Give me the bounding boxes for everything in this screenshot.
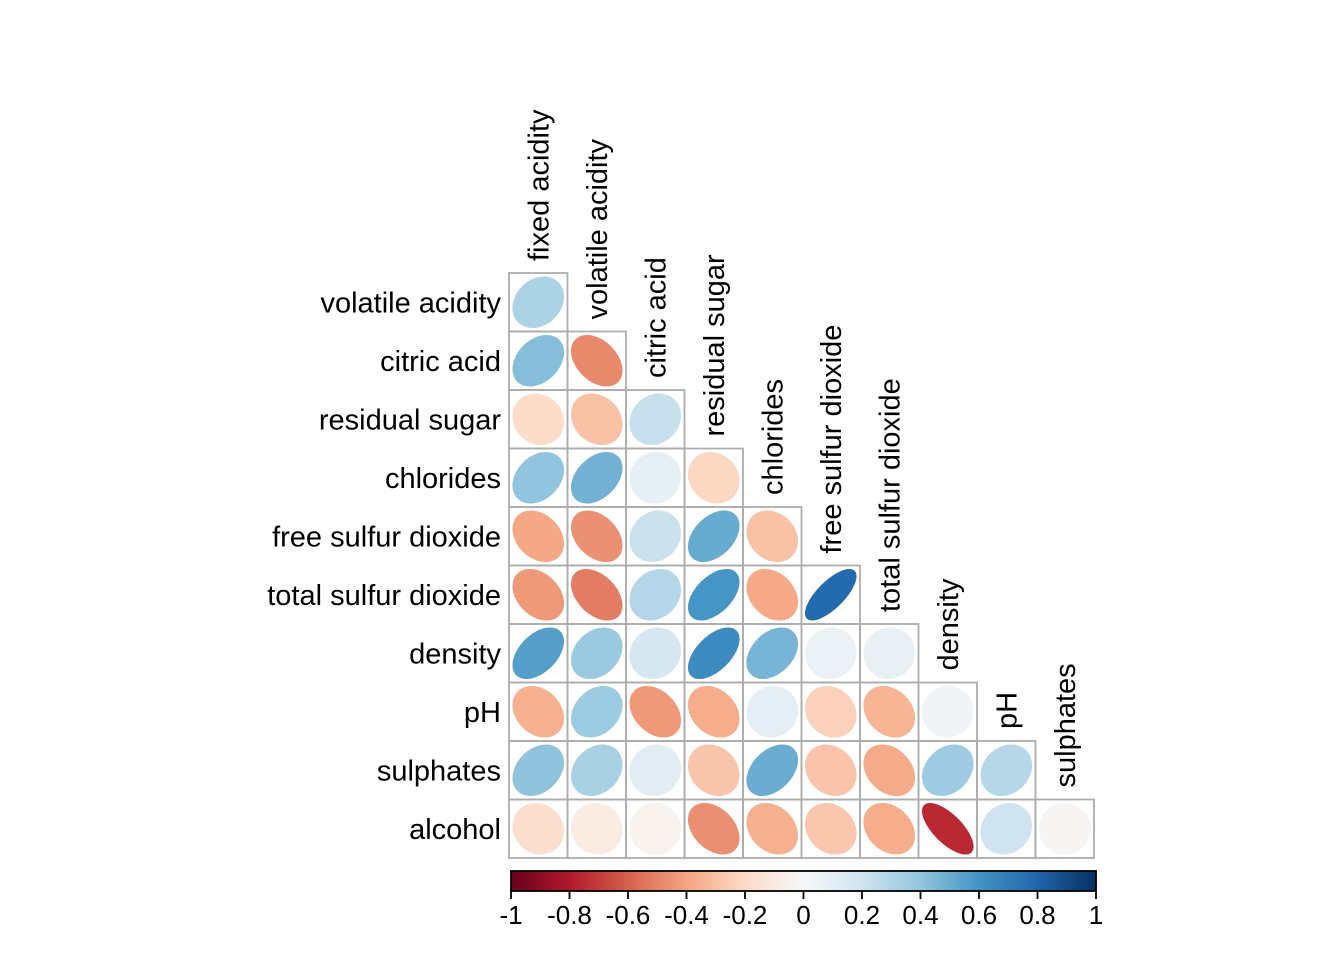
col-label-citric-acid: citric acid <box>640 257 672 378</box>
colorbar <box>510 870 1097 892</box>
correlation-ellipse-total-sulfur-dioxide-x-chlorides <box>746 568 799 621</box>
correlation-ellipse-alcohol-x-chlorides <box>746 802 799 855</box>
colorbar-tick-label-0.4: 0.4 <box>902 900 938 930</box>
col-label-chlorides: chlorides <box>757 379 789 495</box>
correlation-ellipse-total-sulfur-dioxide-x-fixed-acidity <box>512 568 565 621</box>
correlation-ellipse-pH-x-volatile-acidity <box>570 685 623 738</box>
correlation-ellipse-residual-sugar-x-fixed-acidity <box>512 393 565 446</box>
colorbar-tick-label--0.4: -0.4 <box>664 900 709 930</box>
row-label-citric-acid: citric acid <box>380 346 501 378</box>
correlation-ellipse-volatile-acidity-x-fixed-acidity <box>512 276 565 329</box>
correlation-ellipse-density-x-citric-acid <box>629 627 682 680</box>
correlation-ellipse-alcohol-x-sulphates <box>1038 802 1091 855</box>
row-label-density: density <box>409 638 501 670</box>
correlation-ellipse-sulphates-x-citric-acid <box>629 744 682 797</box>
correlation-ellipse-residual-sugar-x-citric-acid <box>629 393 682 446</box>
correlation-ellipse-sulphates-x-fixed-acidity <box>512 744 565 797</box>
colorbar-tick-label--0.6: -0.6 <box>606 900 651 930</box>
correlation-ellipse-density-x-residual-sugar <box>687 627 740 680</box>
correlation-ellipse-sulphates-x-total-sulfur-dioxide <box>863 744 916 797</box>
colorbar-tick-label--0.8: -0.8 <box>547 900 592 930</box>
correlation-ellipse-density-x-free-sulfur-dioxide <box>804 627 857 680</box>
correlation-ellipse-sulphates-x-density <box>921 744 974 797</box>
correlation-ellipse-total-sulfur-dioxide-x-volatile-acidity <box>570 568 623 621</box>
correlation-ellipse-citric-acid-x-volatile-acidity <box>570 334 623 387</box>
correlation-ellipse-free-sulfur-dioxide-x-fixed-acidity <box>512 510 565 563</box>
colorbar-tick-label-0: 0 <box>796 900 810 930</box>
correlation-ellipse-alcohol-x-citric-acid <box>629 802 682 855</box>
correlation-ellipse-citric-acid-x-fixed-acidity <box>512 334 565 387</box>
colorbar-tick-label-0.8: 0.8 <box>1019 900 1055 930</box>
correlation-ellipse-total-sulfur-dioxide-x-residual-sugar <box>687 568 740 621</box>
correlation-ellipse-chlorides-x-residual-sugar <box>687 451 740 504</box>
correlation-ellipse-sulphates-x-volatile-acidity <box>570 744 623 797</box>
correlation-ellipse-free-sulfur-dioxide-x-chlorides <box>746 510 799 563</box>
correlation-ellipse-pH-x-residual-sugar <box>687 685 740 738</box>
correlation-ellipse-total-sulfur-dioxide-x-free-sulfur-dioxide <box>804 568 857 621</box>
col-label-density: density <box>933 578 965 670</box>
corr-cell-border <box>1034 798 1095 859</box>
correlation-ellipse-pH-x-density <box>921 685 974 738</box>
correlation-ellipse-sulphates-x-residual-sugar <box>687 744 740 797</box>
correlation-ellipse-density-x-fixed-acidity <box>512 627 565 680</box>
colorbar-tick-label-0.2: 0.2 <box>844 900 880 930</box>
row-label-free-sulfur-dioxide: free sulfur dioxide <box>272 521 501 553</box>
correlation-ellipse-chlorides-x-citric-acid <box>629 451 682 504</box>
correlation-ellipse-alcohol-x-total-sulfur-dioxide <box>863 802 916 855</box>
correlation-ellipse-alcohol-x-residual-sugar <box>687 802 740 855</box>
correlation-ellipse-residual-sugar-x-volatile-acidity <box>570 393 623 446</box>
correlation-ellipse-chlorides-x-fixed-acidity <box>512 451 565 504</box>
correlation-ellipse-alcohol-x-density <box>921 802 974 855</box>
correlation-ellipse-alcohol-x-volatile-acidity <box>570 802 623 855</box>
col-label-fixed-acidity: fixed acidity <box>523 109 555 261</box>
row-label-sulphates: sulphates <box>377 755 501 787</box>
correlation-ellipse-chlorides-x-volatile-acidity <box>570 451 623 504</box>
correlation-ellipse-alcohol-x-free-sulfur-dioxide <box>804 802 857 855</box>
correlation-ellipse-sulphates-x-pH <box>980 744 1033 797</box>
correlation-ellipse-pH-x-total-sulfur-dioxide <box>863 685 916 738</box>
row-label-alcohol: alcohol <box>409 814 501 846</box>
col-label-free-sulfur-dioxide: free sulfur dioxide <box>816 325 848 554</box>
row-label-volatile-acidity: volatile acidity <box>320 287 501 319</box>
correlation-ellipse-sulphates-x-chlorides <box>746 744 799 797</box>
correlation-ellipse-free-sulfur-dioxide-x-citric-acid <box>629 510 682 563</box>
correlation-ellipse-density-x-total-sulfur-dioxide <box>863 627 916 680</box>
row-label-residual-sugar: residual sugar <box>319 404 501 436</box>
row-label-pH: pH <box>464 697 501 729</box>
correlation-ellipse-total-sulfur-dioxide-x-citric-acid <box>629 568 682 621</box>
correlation-ellipse-density-x-chlorides <box>746 627 799 680</box>
correlation-ellipse-alcohol-x-pH <box>980 802 1033 855</box>
row-label-chlorides: chlorides <box>385 463 501 495</box>
colorbar-tick-label--1: -1 <box>499 900 522 930</box>
correlation-ellipse-pH-x-fixed-acidity <box>512 685 565 738</box>
col-label-residual-sugar: residual sugar <box>699 254 731 436</box>
correlation-ellipse-pH-x-chlorides <box>746 685 799 738</box>
correlation-ellipse-pH-x-citric-acid <box>629 685 682 738</box>
col-label-pH: pH <box>991 692 1023 729</box>
col-label-volatile-acidity: volatile acidity <box>582 138 614 319</box>
correlation-ellipse-alcohol-x-fixed-acidity <box>512 802 565 855</box>
col-label-sulphates: sulphates <box>1050 663 1082 787</box>
colorbar-tick-label-0.6: 0.6 <box>961 900 997 930</box>
correlation-ellipse-free-sulfur-dioxide-x-residual-sugar <box>687 510 740 563</box>
col-label-total-sulfur-dioxide: total sulfur dioxide <box>874 378 906 612</box>
colorbar-tick-label-1: 1 <box>1089 900 1103 930</box>
row-label-total-sulfur-dioxide: total sulfur dioxide <box>267 580 501 612</box>
correlation-ellipse-density-x-volatile-acidity <box>570 627 623 680</box>
correlation-ellipse-pH-x-free-sulfur-dioxide <box>804 685 857 738</box>
correlation-ellipse-free-sulfur-dioxide-x-volatile-acidity <box>570 510 623 563</box>
colorbar-tick-label--0.2: -0.2 <box>723 900 768 930</box>
correlation-ellipse-sulphates-x-free-sulfur-dioxide <box>804 744 857 797</box>
